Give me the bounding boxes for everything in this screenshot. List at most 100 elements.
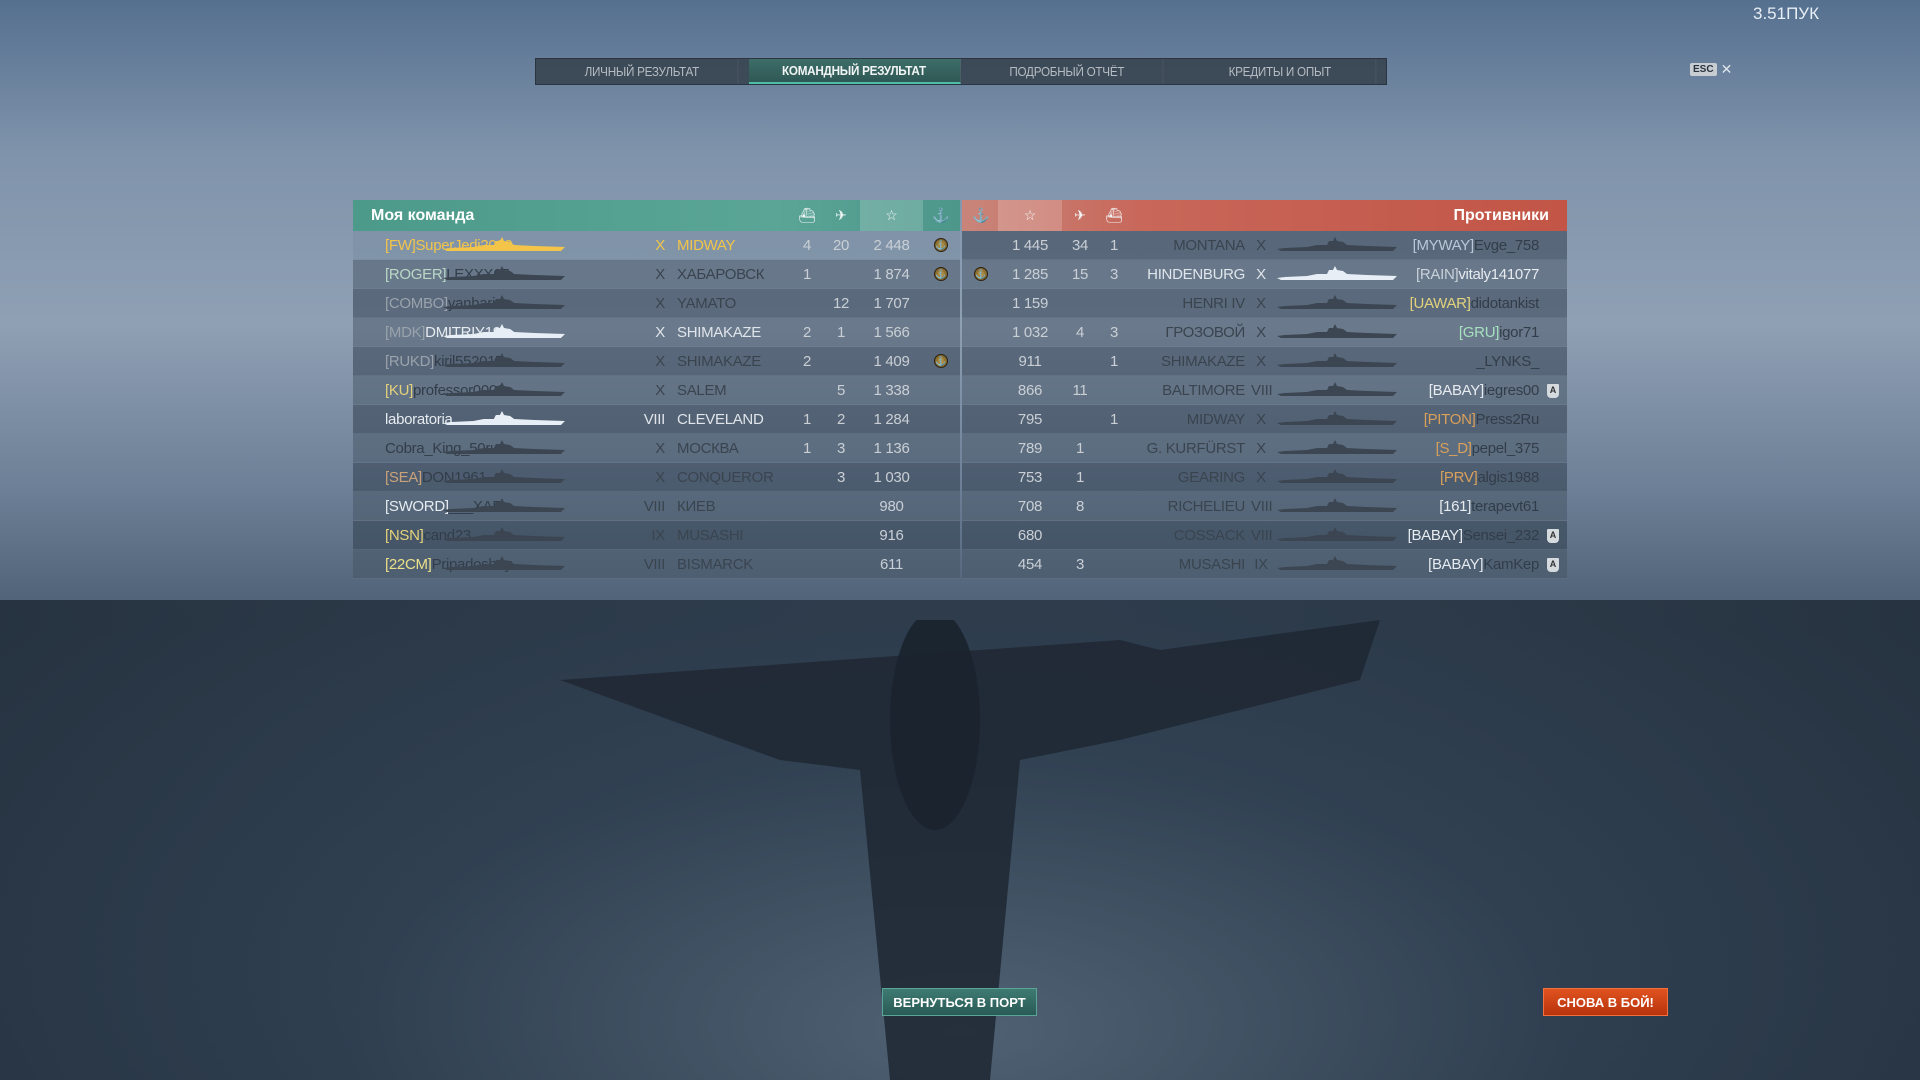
clan-tag: [SWORD] xyxy=(385,498,449,515)
ships-destroyed xyxy=(1104,289,1124,318)
player-row[interactable]: [SEA]DON1961 X CONQUEROR 3 1 030 xyxy=(353,463,960,492)
player-row[interactable]: 680 COSSACK VIII [BABAY]Sensei_232 A xyxy=(962,521,1567,550)
player-nickname: Evge_758 xyxy=(1473,237,1539,254)
planes-destroyed: 4 xyxy=(1075,324,1085,341)
player-row[interactable]: 1 159 HENRI IV X [UAWAR]didotankist xyxy=(962,289,1567,318)
ship-tier: X xyxy=(1256,411,1266,428)
base-xp: 1 030 xyxy=(873,469,910,486)
division-badge-icon: A xyxy=(1547,384,1559,398)
back-to-port-button[interactable]: ВЕРНУТЬСЯ В ПОРТ xyxy=(882,988,1037,1016)
player-nickname: iegres00 xyxy=(1483,382,1539,399)
player-row[interactable]: 1 032 4 3 ГРОЗОВОЙ X [GRU]igor71 xyxy=(962,318,1567,347)
player-row[interactable]: ⚓ 1 285 15 3 HINDENBURG X [RAIN]vitaly141077 xyxy=(962,260,1567,289)
ships-destroyed xyxy=(797,550,817,579)
ships-destroyed-icon[interactable]: ⛴ xyxy=(798,207,816,223)
player-name[interactable]: _LYNKS_ xyxy=(1476,347,1539,376)
ship-tier: VIII xyxy=(1251,498,1273,515)
player-row[interactable]: [ROGER]LEXXX67 X ХАБАРОВСК 1 1 874 ⚓ xyxy=(353,260,960,289)
ship-name: YAMATO xyxy=(677,295,737,312)
ship-silhouette-icon xyxy=(1277,266,1397,280)
ships-destroyed: 2 xyxy=(802,353,812,370)
ships-destroyed: 1 xyxy=(1109,237,1119,254)
player-name[interactable]: [PRV]algis1988 xyxy=(1440,463,1539,492)
planes-destroyed xyxy=(829,347,853,376)
player-row[interactable]: 708 8 RICHELIEU VIII [161]terapevt61 xyxy=(962,492,1567,521)
player-row[interactable]: Cobra_King_50rus X МОСКВА 1 3 1 136 xyxy=(353,434,960,463)
player-name[interactable]: [BABAY]KamKep xyxy=(1428,550,1539,579)
player-row[interactable]: [NSN]cand23 IX MUSASHI 916 xyxy=(353,521,960,550)
clan-tag: [22CM] xyxy=(385,556,432,573)
aircraft-background xyxy=(560,620,1380,1080)
player-row[interactable]: 454 3 MUSASHI IX [BABAY]KamKep A xyxy=(962,550,1567,579)
player-row[interactable]: 911 1 SHIMAKAZE X _LYNKS_ xyxy=(962,347,1567,376)
player-name[interactable]: [UAWAR]didotankist xyxy=(1410,289,1540,318)
player-name[interactable]: [SEA]DON1961 xyxy=(385,463,487,492)
player-row[interactable]: 1 445 34 1 MONTANA X [MYWAY]Evge_758 xyxy=(962,231,1567,260)
player-row[interactable]: 789 1 G. KURFÜRST X [S_D]pepel_375 xyxy=(962,434,1567,463)
ship-name: ХАБАРОВСК xyxy=(677,266,765,283)
player-name[interactable]: [PITON]Press2Ru xyxy=(1424,405,1540,434)
player-row[interactable]: 866 11 BALTIMORE VIII [BABAY]iegres00 A xyxy=(962,376,1567,405)
player-row[interactable]: [FW]SuperJedi2009 X MIDWAY 4 20 2 448 ⚓ xyxy=(353,231,960,260)
player-name[interactable]: [RAIN]vitaly141077 xyxy=(1416,260,1539,289)
ship-name: GEARING xyxy=(1177,469,1245,486)
planes-destroyed-icon[interactable]: ✈ xyxy=(1074,207,1086,223)
player-row[interactable]: 795 1 MIDWAY X [PITON]Press2Ru xyxy=(962,405,1567,434)
ship-tier: X xyxy=(655,382,665,399)
clan-tag: [NSN] xyxy=(385,527,424,544)
ship-silhouette-icon xyxy=(1277,237,1397,251)
player-row[interactable]: 753 1 GEARING X [PRV]algis1988 xyxy=(962,463,1567,492)
base-xp: 1 338 xyxy=(873,382,910,399)
anchor-medal-icon[interactable]: ⚓ xyxy=(932,207,950,223)
anchor-medal-icon[interactable]: ⚓ xyxy=(972,207,990,223)
planes-destroyed-icon[interactable]: ✈ xyxy=(835,207,847,223)
player-name[interactable]: [MYWAY]Evge_758 xyxy=(1413,231,1540,260)
clan-tag: [RAIN] xyxy=(1415,266,1459,283)
player-name[interactable]: [S_D]pepel_375 xyxy=(1436,434,1540,463)
player-name[interactable]: [BABAY]Sensei_232 xyxy=(1408,521,1540,550)
star-icon[interactable]: ☆ xyxy=(998,200,1062,231)
ship-tier: X xyxy=(1256,469,1266,486)
base-xp: 1 136 xyxy=(873,440,910,457)
ship-name: RICHELIEU xyxy=(1167,498,1246,515)
ship-name: КИЕВ xyxy=(677,498,716,515)
player-nickname: igor71 xyxy=(1499,324,1539,341)
enemy-team-title: Противники xyxy=(1453,206,1550,224)
ship-name: MUSASHI xyxy=(1178,556,1246,573)
planes-destroyed xyxy=(1068,521,1092,550)
my-team-panel: Моя команда ⛴ ✈ ☆ ⚓ [FW]SuperJedi2009 X MI… xyxy=(353,200,960,579)
player-name[interactable]: [BABAY]iegres00 xyxy=(1429,376,1540,405)
ship-name: MUSASHI xyxy=(677,527,744,544)
battle-again-button[interactable]: СНОВА В БОЙ! xyxy=(1543,988,1668,1016)
player-nickname: _LYNKS_ xyxy=(1476,353,1539,370)
planes-destroyed: 3 xyxy=(836,469,846,486)
player-name[interactable]: laboratoria xyxy=(385,405,453,434)
tab-team-result[interactable]: КОМАНДНЫЙ РЕЗУЛЬТАТ xyxy=(748,59,961,84)
tab-label: КРЕДИТЫ И ОПЫТ xyxy=(1228,64,1331,79)
ships-destroyed: 2 xyxy=(802,324,812,341)
ship-tier: X xyxy=(655,266,665,283)
ship-silhouette-icon xyxy=(443,266,565,280)
tab-personal-result[interactable]: ЛИЧНЫЙ РЕЗУЛЬТАТ xyxy=(547,59,738,84)
ship-name: COSSACK xyxy=(1173,527,1246,544)
player-name[interactable]: [GRU]igor71 xyxy=(1459,318,1539,347)
close-button[interactable]: ESC ✕ xyxy=(1690,61,1732,78)
star-icon[interactable]: ☆ xyxy=(860,200,923,231)
player-name[interactable]: [161]terapevt61 xyxy=(1439,492,1539,521)
player-row[interactable]: [RUKD]kiril552017 X SHIMAKAZE 2 1 409 ⚓ xyxy=(353,347,960,376)
player-row[interactable]: [MDK]DMITRIY19... X SHIMAKAZE 2 1 1 566 xyxy=(353,318,960,347)
ships-destroyed-icon[interactable]: ⛴ xyxy=(1105,207,1123,223)
player-row[interactable]: [22CM]Pripadoshny VIII BISMARCK 611 xyxy=(353,550,960,579)
tab-detailed-report[interactable]: ПОДРОБНЫЙ ОТЧЁТ xyxy=(972,59,1163,84)
player-row[interactable]: laboratoria VIII CLEVELAND 1 2 1 284 xyxy=(353,405,960,434)
ship-silhouette-icon xyxy=(1277,440,1397,454)
player-row[interactable]: [KU]professor0002 X SALEM 5 1 338 xyxy=(353,376,960,405)
ship-silhouette-icon xyxy=(443,498,565,512)
ship-name: SHIMAKAZE xyxy=(677,353,761,370)
base-xp: 2 448 xyxy=(873,237,910,254)
ship-silhouette-icon xyxy=(443,353,565,367)
tab-credits-xp[interactable]: КРЕДИТЫ И ОПЫТ xyxy=(1184,59,1376,84)
ships-destroyed: 1 xyxy=(1109,411,1119,428)
player-row[interactable]: [COMBO]yanbaris... X YAMATO 12 1 707 xyxy=(353,289,960,318)
